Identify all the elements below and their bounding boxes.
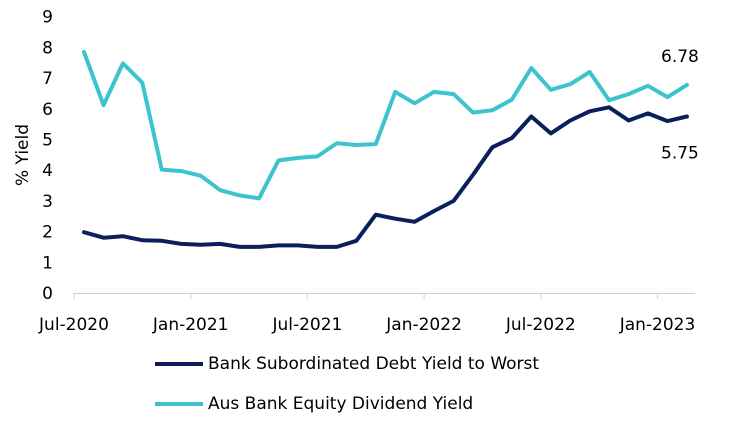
y-tick-label-5: 5	[42, 131, 53, 151]
y-tick-label-9: 9	[42, 8, 53, 28]
legend-item-subordinated-debt: Bank Subordinated Debt Yield to Worst	[155, 352, 539, 376]
x-tick-label-jan-2023: Jan-2023	[619, 315, 696, 335]
y-tick-label-3: 3	[42, 192, 53, 212]
y-axis-title: % Yield	[13, 124, 33, 186]
x-tick-label-jan-2022: Jan-2022	[385, 315, 462, 335]
series-line-equity-dividend	[82, 50, 689, 201]
y-tick-label-6: 6	[42, 100, 53, 120]
legend-item-equity-dividend: Aus Bank Equity Dividend Yield	[155, 392, 539, 416]
x-axis: Jul-2020 Jan-2021 Jul-2021 Jan-2022 Jul-2022…	[38, 293, 695, 335]
y-tick-label-7: 7	[42, 69, 53, 89]
y-tick-label-1: 1	[42, 253, 53, 273]
legend-swatch-subordinated-debt	[155, 362, 203, 366]
x-tick-label-jan-2021: Jan-2021	[152, 315, 229, 335]
y-tick-label-8: 8	[42, 38, 53, 58]
series-line-subordinated-debt	[82, 105, 689, 249]
legend-label-equity-dividend: Aus Bank Equity Dividend Yield	[208, 394, 474, 414]
legend: Bank Subordinated Debt Yield to Worst Au…	[155, 352, 539, 432]
legend-label-subordinated-debt: Bank Subordinated Debt Yield to Worst	[208, 354, 540, 374]
y-tick-label-4: 4	[42, 161, 53, 181]
y-axis: 0 1 2 3 4 5 6 7 8 9	[42, 8, 53, 304]
y-tick-label-2: 2	[42, 223, 53, 243]
x-tick-label-jul-2020: Jul-2020	[38, 315, 109, 335]
x-tick-label-jul-2021: Jul-2021	[271, 315, 342, 335]
legend-swatch-equity-dividend	[155, 402, 203, 406]
label-layer: 5.75 6.78	[661, 47, 699, 164]
x-tick-label-jul-2022: Jul-2022	[505, 315, 576, 335]
y-tick-label-0: 0	[42, 284, 53, 304]
end-value-label-equity-dividend: 6.78	[661, 47, 699, 67]
end-value-label-subordinated-debt: 5.75	[661, 143, 699, 163]
series-layer	[82, 50, 689, 249]
